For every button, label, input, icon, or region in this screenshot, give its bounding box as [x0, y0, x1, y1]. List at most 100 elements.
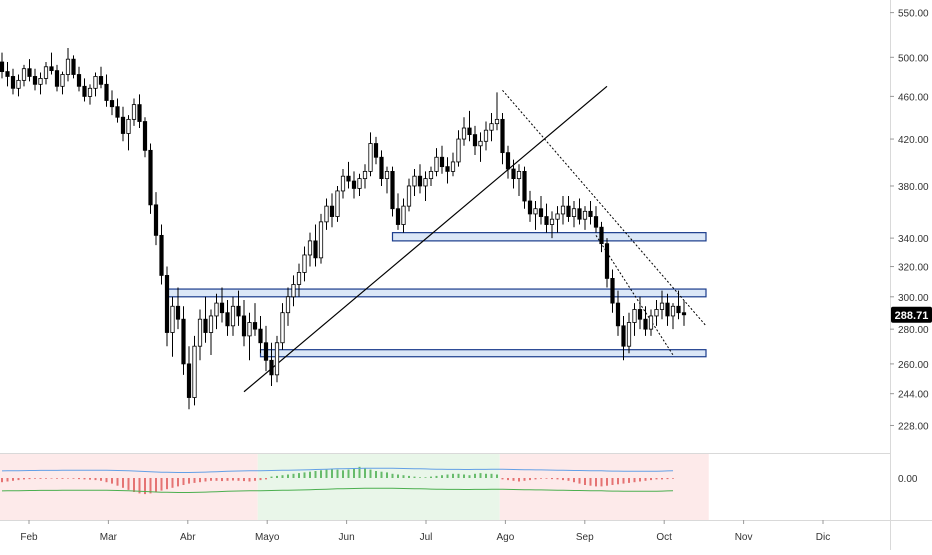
candle — [571, 201, 577, 228]
candle — [406, 178, 412, 212]
candle — [670, 303, 676, 330]
candle-body — [467, 127, 472, 136]
candle-body — [610, 278, 615, 304]
candle-body — [566, 205, 571, 217]
candle-body — [285, 296, 291, 314]
price-tick-label: 228.00 — [898, 421, 929, 432]
candle-body — [670, 305, 676, 317]
candle-body — [247, 322, 252, 337]
candle-body — [456, 138, 461, 163]
candle-body — [21, 68, 27, 81]
price-zone-3[interactable] — [259, 349, 707, 358]
candle-body — [87, 87, 93, 97]
candle — [43, 62, 49, 85]
oscillator-zone-green — [257, 454, 500, 520]
price-zone-1[interactable] — [391, 232, 707, 242]
time-tick-label: Oct — [656, 532, 672, 543]
candle — [285, 287, 291, 326]
candle — [450, 152, 456, 177]
candle-body — [632, 309, 637, 323]
candle-body — [208, 315, 214, 333]
candle-body — [60, 74, 65, 87]
candle — [126, 115, 131, 151]
candle — [318, 213, 324, 264]
candle-body — [390, 170, 395, 210]
candle-body — [0, 61, 5, 72]
candle — [208, 309, 214, 355]
candle-body — [472, 134, 478, 147]
candle — [324, 198, 329, 230]
candle — [87, 84, 93, 105]
candle — [467, 110, 472, 142]
candle-body — [280, 312, 285, 344]
candle-body — [291, 284, 296, 298]
candle — [153, 192, 159, 246]
candle-body — [516, 170, 522, 180]
time-axis[interactable]: Feb Mar Abr Mayo Jun Jul Ago Sep Oct Nov Dic — [20, 520, 830, 543]
candle-body — [439, 156, 445, 168]
candle — [329, 193, 335, 228]
candle-body — [192, 345, 197, 398]
candle — [659, 290, 665, 320]
candle-body — [604, 243, 610, 279]
candle — [555, 206, 560, 233]
candle-body — [505, 152, 511, 170]
candle — [346, 161, 351, 189]
candle-body — [186, 363, 192, 398]
price-axis[interactable]: 550.00 500.00 460.00 420.00 380.00 340.00 320.… — [890, 9, 929, 433]
candle-body — [681, 312, 687, 316]
candle-body — [54, 70, 60, 87]
candle-body — [357, 178, 362, 189]
candle-body — [49, 66, 54, 72]
candle-body — [637, 309, 643, 320]
candle — [214, 293, 219, 330]
candle — [478, 132, 483, 162]
candle-body — [340, 175, 346, 192]
candle — [10, 68, 16, 95]
candle — [593, 206, 599, 233]
candle-body — [313, 240, 318, 259]
candle-body — [302, 254, 307, 273]
candle-body — [417, 175, 423, 187]
price-tick-label: 550.00 — [898, 9, 929, 20]
candle-body — [274, 342, 280, 376]
candle-body — [351, 180, 357, 189]
oscillator-tick-label: 0.00 — [898, 474, 918, 485]
candle — [54, 64, 60, 92]
candle — [263, 325, 269, 372]
candle — [489, 112, 494, 142]
candle-body — [346, 175, 351, 182]
candle-body — [32, 76, 38, 85]
candle — [379, 150, 384, 186]
candle-body — [445, 166, 450, 172]
candle-body — [324, 205, 329, 223]
trendline-1[interactable] — [243, 85, 608, 393]
candle — [175, 287, 181, 330]
candle — [170, 296, 175, 357]
candle — [582, 206, 588, 230]
candle-body — [555, 213, 560, 220]
candle — [335, 185, 340, 222]
candle — [423, 171, 428, 202]
candle — [637, 296, 643, 330]
candle — [27, 59, 32, 82]
candle-body — [252, 322, 258, 330]
candle — [527, 190, 533, 222]
time-tick-label: Sep — [576, 532, 594, 543]
price-zone-2[interactable] — [166, 288, 707, 298]
candle-body — [197, 318, 203, 347]
oscillator-axis[interactable]: 0.00 — [898, 474, 918, 485]
candle — [82, 78, 87, 102]
candle-body — [665, 302, 670, 317]
candle-body — [269, 359, 274, 376]
candle — [137, 94, 142, 129]
candle — [164, 266, 170, 347]
candle-body — [511, 168, 516, 180]
candle-body — [544, 216, 549, 225]
candle — [131, 98, 137, 126]
candle-body — [549, 218, 555, 225]
candle — [252, 303, 258, 336]
candle-body — [577, 208, 582, 220]
candle-body — [109, 100, 115, 108]
candle — [615, 290, 621, 336]
